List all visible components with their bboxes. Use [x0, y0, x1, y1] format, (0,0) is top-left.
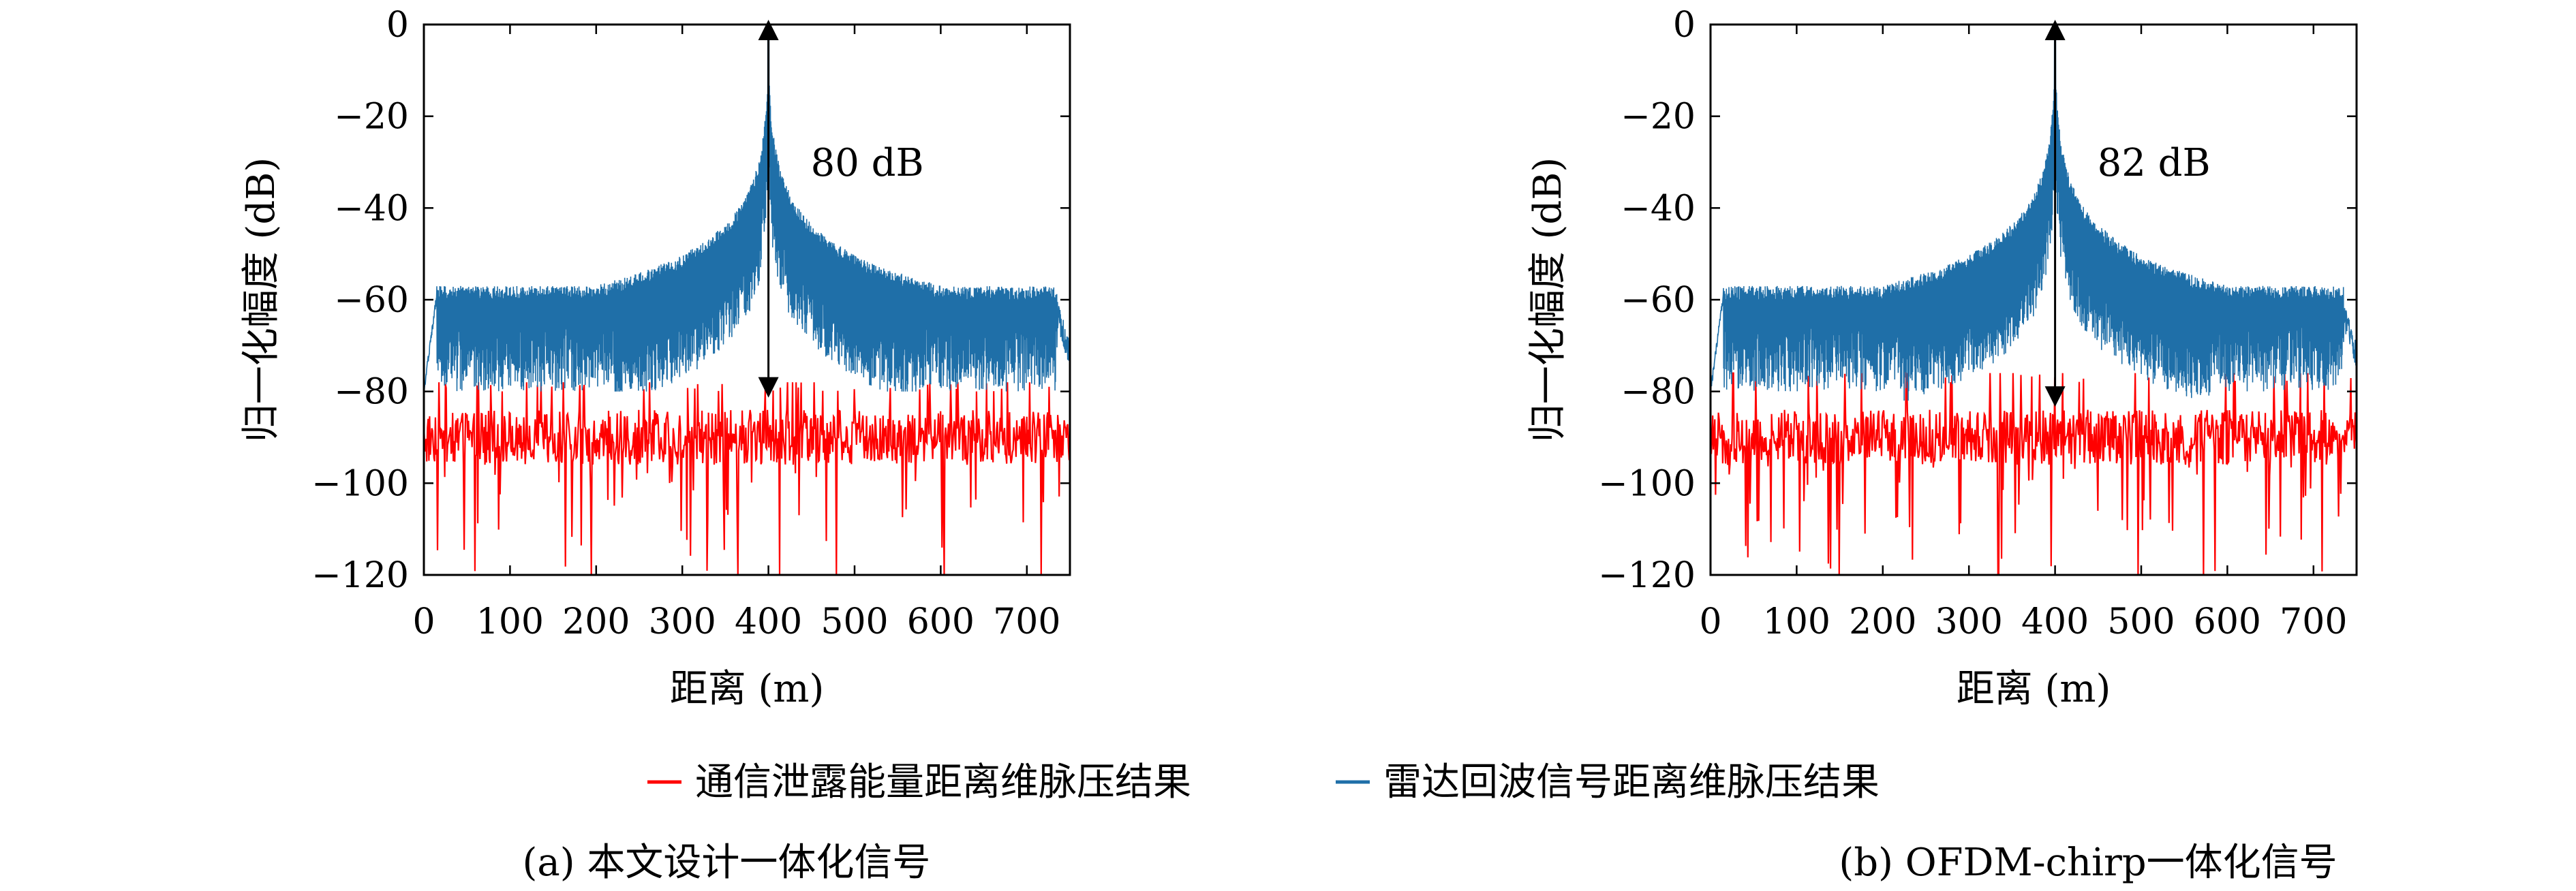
y-tick-label: −60 [1621, 280, 1696, 321]
x-tick-label: 200 [562, 601, 630, 642]
x-tick-label: 0 [412, 601, 435, 642]
annotation-label: 80 dB [811, 141, 924, 185]
y-tick-label: −120 [1598, 555, 1696, 596]
x-tick-label: 700 [993, 601, 1060, 642]
y-tick-label: 0 [386, 5, 409, 46]
y-tick-label: −80 [334, 372, 409, 413]
legend-label-comm-leak: 通信泄露能量距离维脉压结果 [695, 760, 1191, 804]
y-tick-label: −40 [334, 188, 409, 229]
x-tick-label: 100 [476, 601, 544, 642]
x-tick-label: 400 [2021, 601, 2089, 642]
y-tick-label: −60 [334, 280, 409, 321]
x-tick-label: 500 [821, 601, 888, 642]
y-tick-label: −80 [1621, 372, 1696, 413]
series-comm-leak [424, 382, 1070, 575]
x-tick-label: 200 [1849, 601, 1916, 642]
y-tick-label: 0 [1673, 5, 1696, 46]
x-tick-label: 300 [1935, 601, 2003, 642]
x-tick-label: 400 [735, 601, 802, 642]
x-tick-label: 600 [907, 601, 975, 642]
y-tick-label: −20 [334, 97, 409, 138]
panel-caption: (a) 本文设计一体化信号 [523, 841, 931, 885]
panel-caption: (b) OFDM-chirp一体化信号 [1839, 841, 2337, 885]
legend: 通信泄露能量距离维脉压结果 雷达回波信号距离维脉压结果 [647, 760, 1880, 804]
series-comm-leak [1711, 371, 2357, 575]
y-tick-label: −40 [1621, 188, 1696, 229]
legend-label-radar-echo: 雷达回波信号距离维脉压结果 [1383, 760, 1880, 804]
x-axis-title: 距离 (m) [670, 667, 825, 711]
y-axis-title: 归一化幅度 (dB) [239, 157, 283, 443]
x-tick-label: 500 [2107, 601, 2175, 642]
x-tick-label: 0 [1699, 601, 1721, 642]
x-axis-title: 距离 (m) [1957, 667, 2111, 711]
y-tick-label: −120 [311, 555, 409, 596]
annotation-label: 82 dB [2098, 141, 2211, 185]
y-axis-title: 归一化幅度 (dB) [1526, 157, 1570, 443]
y-tick-label: −20 [1621, 97, 1696, 138]
x-tick-label: 700 [2280, 601, 2347, 642]
x-tick-label: 600 [2194, 601, 2261, 642]
x-tick-label: 100 [1763, 601, 1830, 642]
chart-panel-a: 0 100 200 300 400 500 600 700 0 −20 −40 −60 −80 −100 −… [239, 5, 1071, 885]
y-tick-label: −100 [1598, 463, 1696, 504]
chart-panel-b: 0 100 200 300 400 500 600 700 0 −20 −40 −60 −80 −100 −… [1526, 5, 2358, 885]
series-radar-echo [1711, 25, 2357, 401]
series-radar-echo [424, 25, 1070, 392]
y-tick-label: −100 [311, 463, 409, 504]
x-tick-label: 300 [649, 601, 716, 642]
